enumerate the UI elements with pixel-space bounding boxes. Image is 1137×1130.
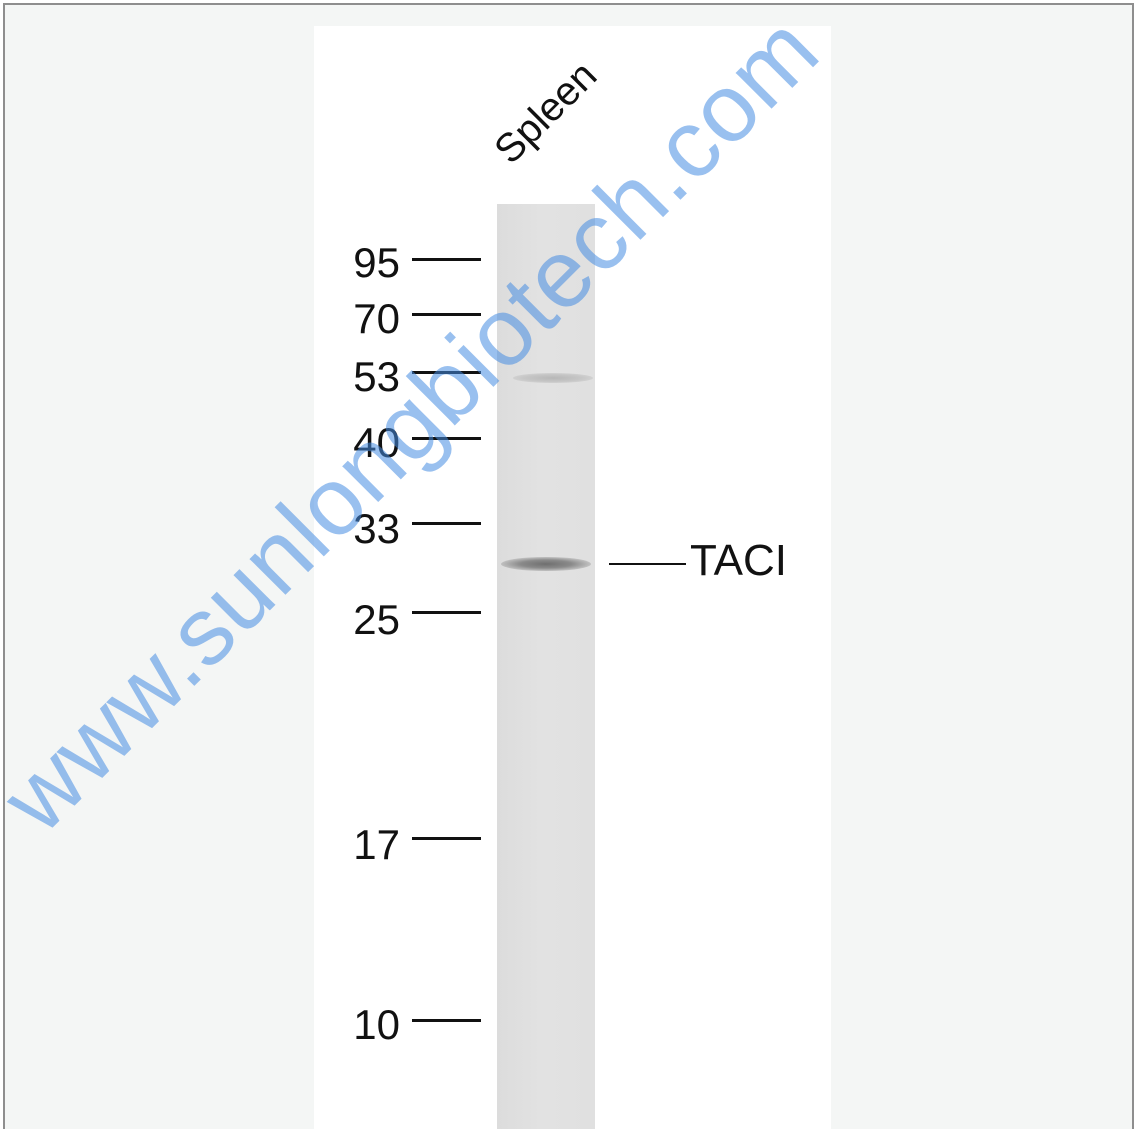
target-label: TACI xyxy=(690,536,787,585)
marker-label-17: 17 xyxy=(353,821,400,868)
marker-label-70: 70 xyxy=(353,295,400,342)
marker-tick-10 xyxy=(412,1019,481,1022)
faint-band xyxy=(513,373,593,383)
target-band xyxy=(501,557,591,571)
marker-label-10: 10 xyxy=(353,1001,400,1048)
marker-label-95: 95 xyxy=(353,239,400,286)
marker-label-53: 53 xyxy=(353,353,400,400)
marker-label-25: 25 xyxy=(353,596,400,643)
western-blot-panel xyxy=(314,26,831,1129)
image-frame xyxy=(3,3,1134,1129)
blot-lane xyxy=(497,204,595,1129)
marker-tick-17 xyxy=(412,837,481,840)
marker-tick-95 xyxy=(412,258,481,261)
marker-tick-33 xyxy=(412,522,481,525)
marker-tick-53 xyxy=(412,371,481,374)
marker-label-33: 33 xyxy=(353,505,400,552)
target-pointer-line xyxy=(609,563,686,565)
marker-tick-25 xyxy=(412,611,481,614)
marker-label-40: 40 xyxy=(353,419,400,466)
marker-tick-40 xyxy=(412,437,481,440)
marker-tick-70 xyxy=(412,313,481,316)
